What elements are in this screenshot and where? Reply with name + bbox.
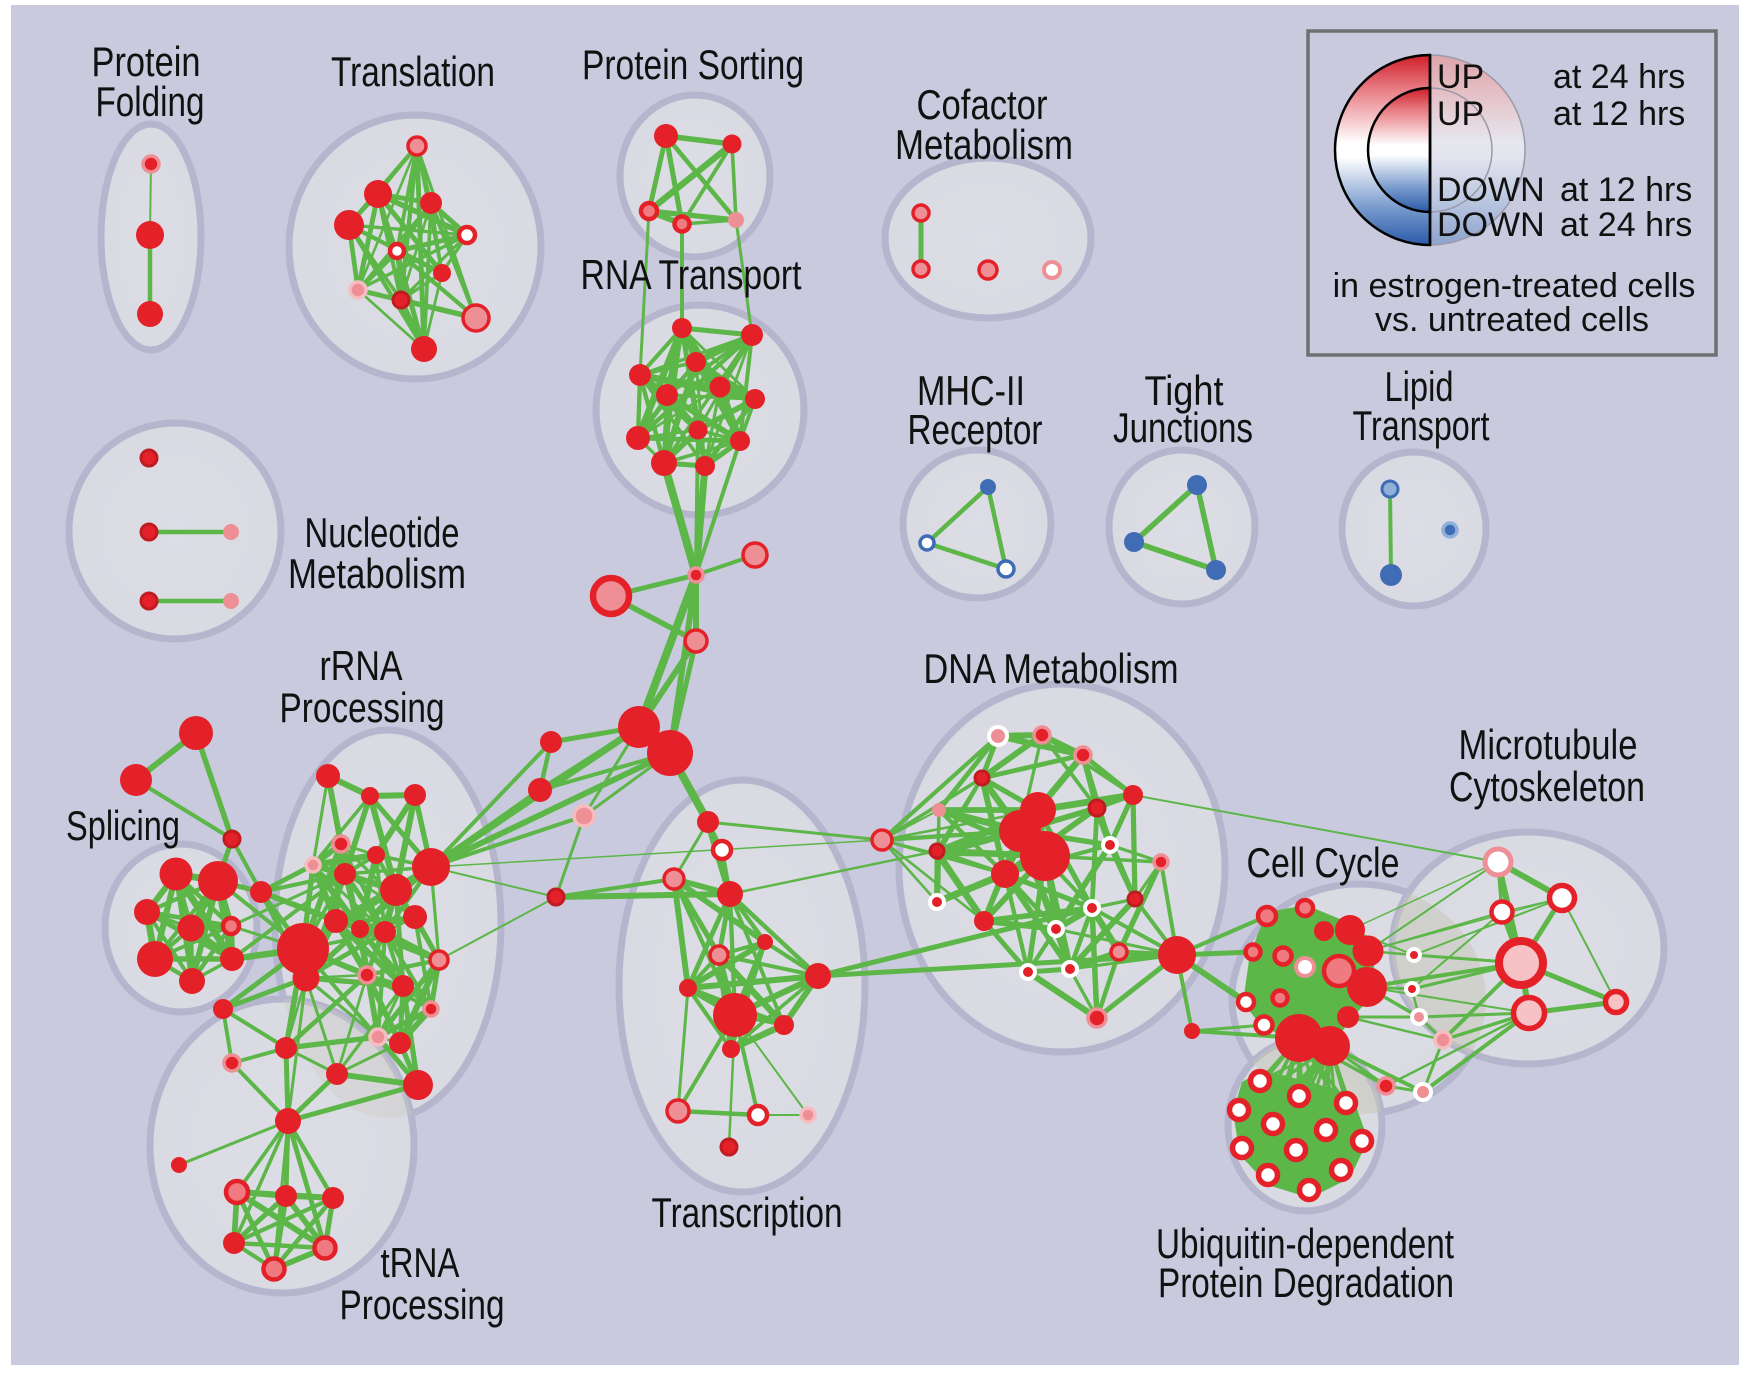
svg-text:tRNA: tRNA	[381, 1239, 460, 1286]
svg-text:Nucleotide: Nucleotide	[305, 509, 460, 556]
svg-text:UP: UP	[1437, 95, 1484, 133]
svg-text:Processing: Processing	[280, 684, 445, 731]
svg-text:Microtubule: Microtubule	[1459, 721, 1638, 768]
svg-text:Protein Degradation: Protein Degradation	[1158, 1259, 1454, 1306]
svg-text:Metabolism: Metabolism	[288, 550, 466, 597]
svg-text:Folding: Folding	[96, 78, 205, 125]
svg-text:Translation: Translation	[331, 48, 495, 95]
svg-text:Lipid: Lipid	[1385, 363, 1454, 410]
svg-text:Protein: Protein	[92, 38, 201, 85]
svg-text:Splicing: Splicing	[66, 802, 180, 849]
svg-text:Transport: Transport	[1353, 402, 1490, 449]
svg-text:Cell Cycle: Cell Cycle	[1247, 839, 1400, 886]
svg-text:Processing: Processing	[340, 1281, 505, 1328]
svg-text:DNA Metabolism: DNA Metabolism	[924, 645, 1179, 692]
svg-text:MHC-II: MHC-II	[917, 367, 1025, 414]
svg-text:at 24 hrs: at 24 hrs	[1560, 206, 1692, 244]
svg-text:Tight: Tight	[1145, 367, 1224, 414]
svg-text:in estrogen-treated cells: in estrogen-treated cells	[1333, 267, 1696, 305]
svg-text:RNA Transport: RNA Transport	[581, 251, 802, 298]
svg-text:DOWN: DOWN	[1437, 206, 1545, 244]
svg-text:Ubiquitin-dependent: Ubiquitin-dependent	[1156, 1220, 1454, 1267]
svg-text:UP: UP	[1437, 58, 1484, 96]
svg-text:Receptor: Receptor	[908, 406, 1043, 453]
svg-text:at 24 hrs: at 24 hrs	[1553, 58, 1685, 96]
svg-text:at 12 hrs: at 12 hrs	[1560, 171, 1692, 209]
svg-text:Cofactor: Cofactor	[917, 81, 1048, 128]
svg-text:Metabolism: Metabolism	[895, 121, 1073, 168]
svg-text:vs. untreated cells: vs. untreated cells	[1375, 301, 1649, 339]
svg-text:at 12 hrs: at 12 hrs	[1553, 95, 1685, 133]
svg-text:rRNA: rRNA	[320, 642, 403, 689]
svg-text:Protein Sorting: Protein Sorting	[582, 41, 804, 88]
svg-text:DOWN: DOWN	[1437, 171, 1545, 209]
svg-text:Cytoskeleton: Cytoskeleton	[1449, 763, 1645, 810]
svg-text:Transcription: Transcription	[652, 1189, 843, 1236]
svg-text:Junctions: Junctions	[1113, 404, 1253, 451]
